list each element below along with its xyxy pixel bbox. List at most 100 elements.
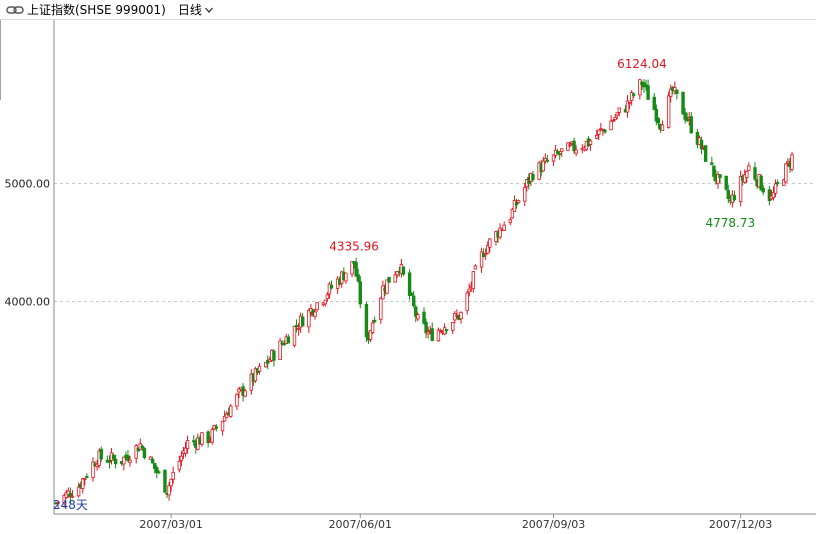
candle [167, 482, 171, 501]
candle-body [790, 154, 794, 170]
candle [385, 279, 389, 295]
candle [430, 322, 434, 342]
candle-body [479, 251, 484, 268]
candle-body [249, 373, 254, 391]
candle [656, 117, 661, 129]
candle [192, 435, 196, 446]
candle [278, 337, 282, 361]
candle-body [294, 325, 299, 328]
candle [523, 182, 527, 206]
candle-body [329, 284, 334, 289]
candle [301, 313, 305, 327]
candle [107, 455, 112, 469]
candle [111, 453, 116, 461]
instrument-title: 上证指数(SHSE 999001) [27, 3, 166, 17]
candle-body [444, 329, 449, 331]
candle-body [660, 124, 665, 131]
candle-body [710, 162, 714, 165]
candle [488, 238, 492, 253]
candle [588, 139, 593, 151]
candles [54, 78, 794, 509]
candle [510, 207, 515, 219]
candle [638, 78, 642, 100]
candle [126, 450, 130, 463]
candle-body [617, 107, 622, 113]
candle-body [629, 92, 634, 101]
candle [617, 107, 622, 117]
candle-body [426, 331, 430, 335]
x-tick-label: 2007/09/03 [522, 518, 585, 531]
candle [237, 386, 241, 398]
candle [407, 269, 412, 301]
candle-body [436, 329, 441, 342]
candle-body [379, 297, 383, 320]
candle-body [409, 293, 414, 296]
candle-body [609, 120, 613, 131]
candle-body [192, 440, 196, 443]
candle [179, 451, 184, 467]
candle-body [759, 175, 763, 191]
candle-body [508, 219, 513, 224]
period-selector[interactable]: 日线 [178, 1, 214, 18]
candle-body [568, 144, 572, 147]
candle-body [113, 458, 118, 465]
candle-body [206, 431, 210, 444]
candle [282, 340, 286, 346]
candle [629, 90, 634, 106]
candle [62, 493, 66, 508]
candle [451, 321, 455, 335]
candle [344, 272, 348, 284]
candle-body [761, 187, 765, 193]
candle-body [387, 276, 391, 283]
candle-body [385, 279, 389, 294]
candle [745, 170, 749, 183]
candle-body [224, 413, 229, 419]
link-icon[interactable] [6, 4, 24, 16]
candle [467, 283, 471, 297]
candle [531, 170, 535, 182]
candle [401, 266, 406, 277]
candle-body [407, 272, 412, 296]
candle [444, 328, 449, 335]
candle-body [307, 309, 311, 328]
candle [726, 184, 730, 204]
candle [134, 444, 138, 464]
candle [243, 388, 247, 398]
candle [652, 93, 656, 111]
candle-body [646, 85, 650, 100]
candle-body [566, 142, 570, 151]
candle [128, 455, 132, 467]
candle [368, 329, 373, 343]
candle-body [214, 426, 219, 429]
candle-body [220, 420, 225, 432]
candle-body [724, 175, 728, 190]
candle-body [471, 271, 476, 290]
candle [325, 291, 330, 302]
candle [122, 456, 126, 471]
candle [609, 115, 613, 131]
candle-body [126, 455, 130, 461]
candle-body [56, 501, 60, 504]
candle [66, 487, 71, 498]
candle [171, 466, 175, 484]
candle-body [167, 485, 171, 496]
candle-body [401, 266, 406, 275]
candle-body [747, 165, 751, 171]
candle-body [631, 93, 636, 96]
candle-body [551, 154, 556, 162]
candle [594, 129, 599, 140]
candle [710, 156, 714, 166]
candle [364, 301, 369, 342]
candle [689, 111, 693, 135]
candle-body [372, 320, 377, 323]
candle [350, 261, 354, 278]
candle [767, 185, 772, 206]
candle [422, 307, 426, 325]
candle [759, 174, 763, 191]
candle [560, 148, 564, 157]
candle-body [652, 96, 656, 111]
candle-body [323, 299, 328, 305]
candle-body [555, 151, 560, 154]
candle-body [712, 165, 716, 177]
